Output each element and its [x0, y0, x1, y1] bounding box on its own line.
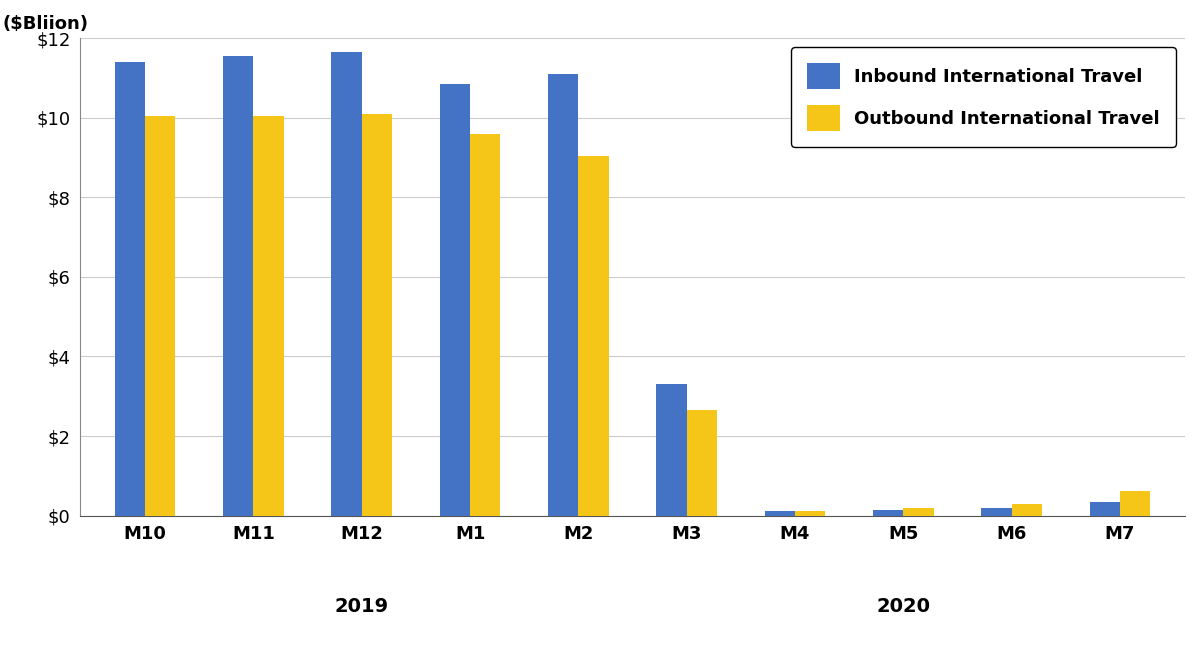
Bar	[874, 510, 904, 515]
Bar	[439, 84, 470, 515]
Bar	[115, 62, 145, 515]
Bar	[331, 52, 361, 515]
Bar	[1012, 505, 1042, 515]
Bar	[253, 116, 283, 515]
Bar	[1090, 502, 1120, 515]
Text: ($Bliion): ($Bliion)	[2, 15, 89, 34]
Text: 2019: 2019	[335, 597, 389, 616]
Bar	[1120, 491, 1151, 515]
Bar	[578, 156, 608, 515]
Bar	[982, 508, 1012, 515]
Bar	[470, 134, 500, 515]
Bar	[145, 116, 175, 515]
Bar	[656, 384, 686, 515]
Text: 2020: 2020	[876, 597, 930, 616]
Bar	[223, 56, 253, 515]
Bar	[764, 511, 796, 515]
Legend: Inbound International Travel, Outbound International Travel: Inbound International Travel, Outbound I…	[791, 47, 1176, 147]
Bar	[361, 114, 392, 515]
Bar	[686, 410, 718, 515]
Bar	[796, 511, 826, 515]
Bar	[904, 509, 934, 515]
Bar	[548, 74, 578, 515]
